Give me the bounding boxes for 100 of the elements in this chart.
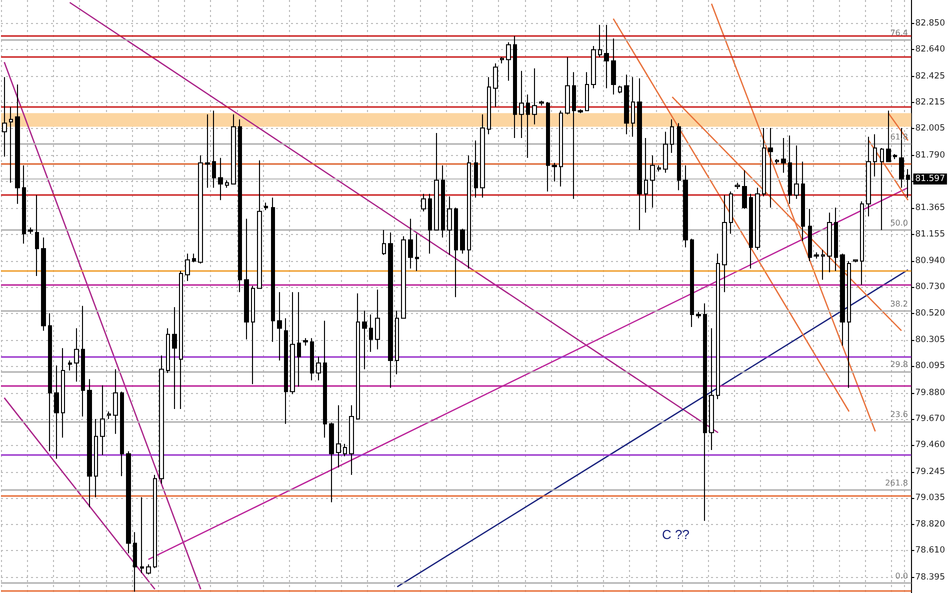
candlestick bbox=[709, 328, 714, 451]
annotation: C ?? bbox=[662, 527, 690, 542]
candlestick bbox=[808, 208, 812, 262]
candlestick bbox=[81, 305, 85, 417]
candlestick bbox=[513, 36, 517, 138]
candlestick bbox=[834, 207, 838, 272]
candlestick bbox=[886, 110, 891, 162]
candlestick bbox=[94, 418, 98, 498]
candlestick bbox=[323, 320, 327, 438]
candlestick bbox=[185, 253, 190, 282]
candlestick bbox=[133, 532, 137, 592]
y-tick-label: 78.395 bbox=[915, 572, 946, 582]
candlestick bbox=[683, 164, 688, 248]
candlestick bbox=[22, 164, 26, 244]
candlestick bbox=[781, 137, 786, 174]
candlestick bbox=[441, 164, 445, 238]
y-tick-label: 81.790 bbox=[915, 150, 946, 160]
candlestick bbox=[100, 384, 105, 456]
candlestick bbox=[873, 134, 877, 178]
candlestick bbox=[500, 56, 504, 64]
y-tick-label: 81.155 bbox=[915, 229, 946, 240]
candlestick bbox=[487, 76, 491, 135]
y-tick-label: 82.640 bbox=[915, 44, 946, 55]
candlestick bbox=[447, 196, 452, 256]
candlestick bbox=[611, 38, 616, 95]
annotation: 23.6 bbox=[890, 410, 908, 419]
candlestick bbox=[349, 404, 354, 476]
y-tick-label: 78.820 bbox=[915, 520, 946, 530]
candlestick bbox=[506, 42, 511, 82]
candlestick bbox=[474, 140, 478, 198]
candlestick bbox=[801, 161, 805, 242]
candlestick bbox=[434, 132, 439, 230]
annotation: 50.0 bbox=[890, 218, 908, 228]
candlestick bbox=[546, 101, 550, 192]
y-tick-label: 82.005 bbox=[915, 124, 946, 134]
y-tick-label: 80.305 bbox=[915, 335, 946, 346]
annotation: 38.2 bbox=[890, 299, 908, 308]
candlestick bbox=[28, 227, 33, 234]
candlestick bbox=[624, 74, 629, 135]
candlestick bbox=[762, 128, 766, 197]
candlestick bbox=[87, 378, 92, 508]
candlestick bbox=[41, 236, 46, 332]
candlestick bbox=[35, 194, 39, 276]
candlestick bbox=[277, 292, 282, 362]
candlestick bbox=[716, 253, 720, 400]
candlestick bbox=[722, 194, 727, 293]
candlestick bbox=[264, 202, 268, 211]
candlestick bbox=[565, 56, 570, 115]
annotation: 261.8 bbox=[885, 478, 908, 488]
candlestick bbox=[192, 253, 196, 263]
candlestick bbox=[572, 72, 576, 200]
candlestick bbox=[388, 232, 393, 388]
candlestick bbox=[401, 236, 406, 319]
candlestick bbox=[460, 228, 465, 254]
candlestick bbox=[768, 128, 773, 208]
candlestick bbox=[310, 338, 314, 381]
candlestick bbox=[559, 110, 563, 187]
candlestick bbox=[428, 193, 432, 254]
candlestick bbox=[893, 154, 897, 160]
candlestick bbox=[251, 285, 255, 385]
candlestick bbox=[284, 318, 288, 424]
candlestick bbox=[225, 180, 229, 188]
candlestick bbox=[591, 46, 596, 89]
candlestick bbox=[631, 76, 635, 138]
candlestick bbox=[814, 252, 819, 260]
candlestick bbox=[650, 154, 655, 208]
candlestick bbox=[421, 193, 426, 212]
candlestick bbox=[126, 450, 131, 554]
candlestick bbox=[198, 154, 203, 264]
candlestick bbox=[526, 94, 530, 158]
candlestick bbox=[690, 238, 694, 328]
candlestick bbox=[271, 197, 275, 342]
y-tick-label: 79.035 bbox=[915, 492, 946, 503]
candlestick bbox=[853, 259, 858, 263]
candlestick bbox=[480, 114, 485, 198]
candlestick bbox=[61, 348, 65, 438]
candlestick bbox=[290, 292, 295, 395]
y-tick-label: 79.460 bbox=[915, 440, 946, 450]
candlestick bbox=[369, 314, 373, 352]
candlestick bbox=[212, 110, 216, 188]
candlestick bbox=[231, 114, 236, 184]
candlestick bbox=[866, 136, 871, 217]
candlestick bbox=[677, 122, 681, 191]
candlestick bbox=[113, 368, 118, 434]
candlestick bbox=[48, 312, 52, 452]
candlestick bbox=[9, 106, 13, 184]
y-tick-label: 80.940 bbox=[915, 256, 946, 266]
y-tick-label: 80.730 bbox=[915, 282, 946, 292]
candlestick bbox=[146, 564, 151, 575]
candlestick bbox=[578, 108, 583, 114]
candlestick bbox=[493, 62, 498, 108]
candlestick bbox=[519, 70, 524, 138]
candlestick bbox=[840, 253, 845, 346]
candlestick bbox=[735, 182, 740, 190]
y-tick-label: 82.215 bbox=[915, 98, 946, 108]
candlestick bbox=[657, 164, 661, 172]
candlestick bbox=[316, 356, 321, 381]
candlestick bbox=[153, 474, 157, 569]
y-tick-label: 82.425 bbox=[915, 71, 946, 82]
candlestick bbox=[644, 137, 648, 214]
